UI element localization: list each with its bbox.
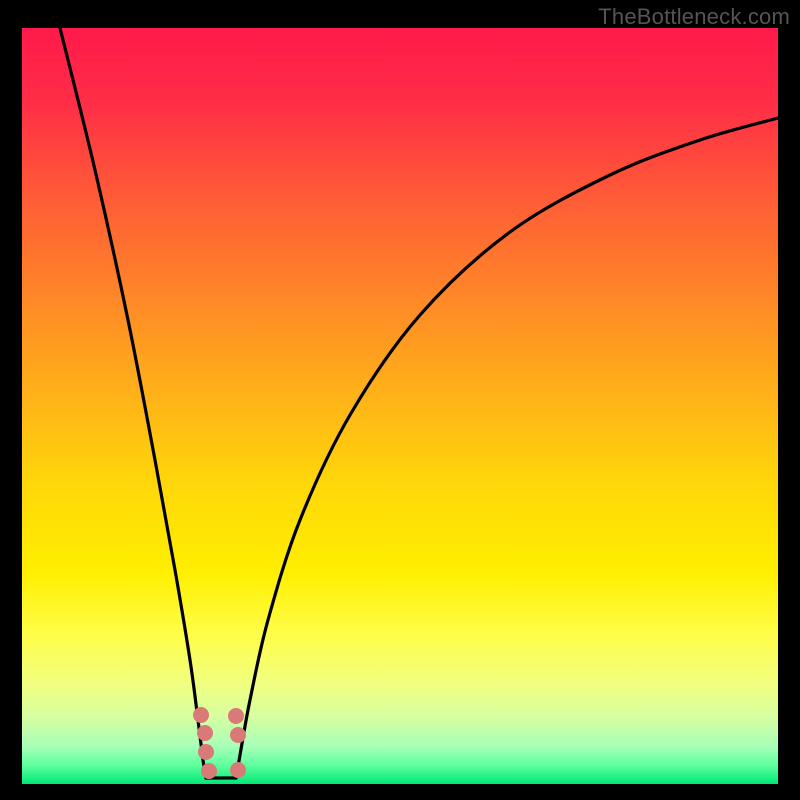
plot-area-gradient: [22, 28, 778, 784]
valley-marker: [201, 763, 217, 779]
bottleneck-curve-chart: [0, 0, 800, 800]
valley-marker: [230, 727, 246, 743]
valley-marker: [193, 707, 209, 723]
valley-marker: [198, 744, 214, 760]
valley-marker: [228, 708, 244, 724]
valley-marker: [230, 762, 246, 778]
valley-marker: [197, 725, 213, 741]
watermark-text: TheBottleneck.com: [598, 4, 790, 30]
chart-container: TheBottleneck.com: [0, 0, 800, 800]
